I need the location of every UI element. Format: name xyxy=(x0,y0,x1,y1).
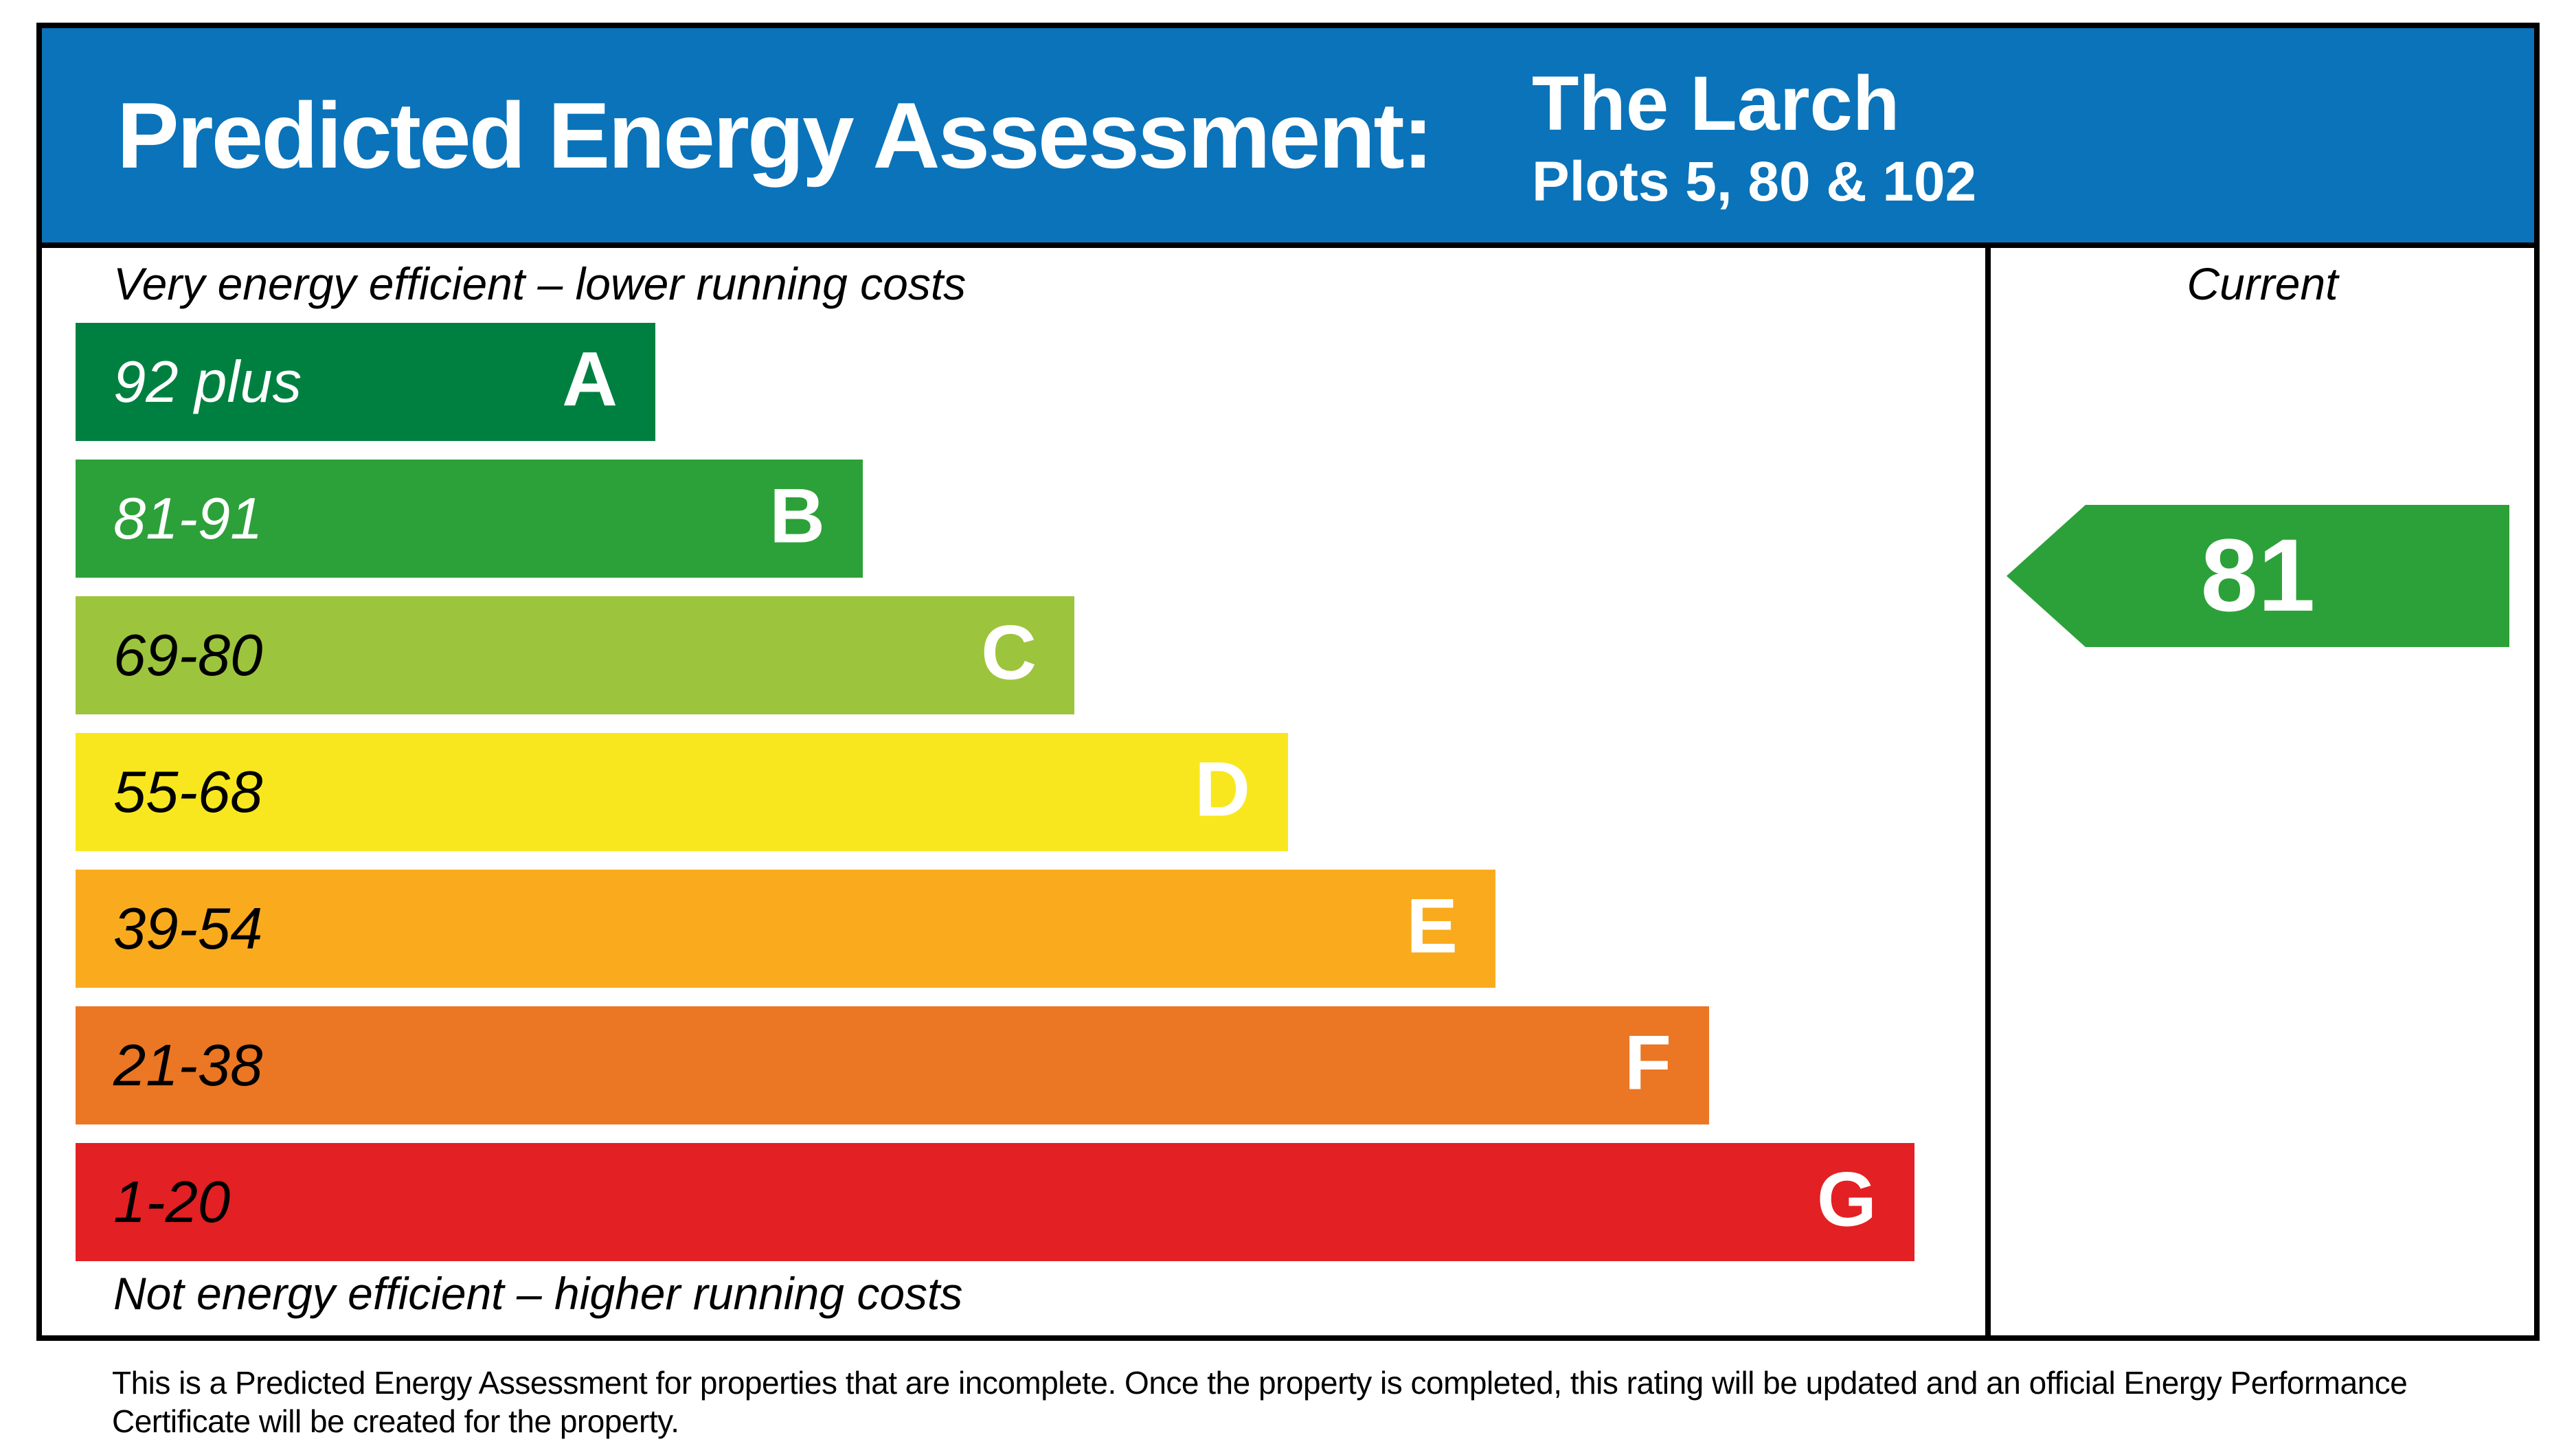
band-range-label: 21-38 xyxy=(113,1032,263,1098)
property-block: The Larch Plots 5, 80 & 102 xyxy=(1532,63,1976,215)
band-bar: 39-54 E xyxy=(76,870,1495,988)
page-title: Predicted Energy Assessment: xyxy=(117,83,1434,188)
band-range-label: 81-91 xyxy=(113,486,263,552)
band-letter: B xyxy=(769,473,825,559)
band-range-label: 69-80 xyxy=(113,622,263,688)
band-bar: 1-20 G xyxy=(76,1143,1914,1261)
disclaimer-text: This is a Predicted Energy Assessment fo… xyxy=(112,1365,2408,1439)
efficiency-caption-top: Very energy efficient – lower running co… xyxy=(113,258,967,309)
current-rating-value: 81 xyxy=(2200,517,2316,633)
header-banner: Predicted Energy Assessment: The Larch P… xyxy=(42,28,2534,248)
band-letter: D xyxy=(1195,746,1250,833)
current-column-label: Current xyxy=(2187,258,2338,309)
band-bar: 55-68 D xyxy=(76,733,1288,851)
band-row: 81-91 B xyxy=(76,460,863,578)
band-bar: 92 plus A xyxy=(76,323,655,441)
property-plots: Plots 5, 80 & 102 xyxy=(1532,150,1977,213)
band-row: 39-54 E xyxy=(76,870,1495,988)
band-letter: C xyxy=(981,609,1037,696)
current-rating-arrow: 81 xyxy=(2007,505,2509,647)
band-bar: 81-91 B xyxy=(76,460,863,578)
band-letter: G xyxy=(1816,1156,1877,1243)
column-divider xyxy=(1985,248,1991,1335)
band-letter: E xyxy=(1406,883,1458,969)
band-letter: A xyxy=(562,336,618,422)
band-range-label: 92 plus xyxy=(113,349,302,415)
property-name: The Larch xyxy=(1532,60,1900,146)
band-row: 1-20 G xyxy=(76,1143,1914,1261)
band-row: 55-68 D xyxy=(76,733,1288,851)
band-row: 69-80 C xyxy=(76,596,1074,714)
band-row: 21-38 F xyxy=(76,1006,1709,1124)
band-letter: F xyxy=(1624,1019,1671,1106)
band-row: 92 plus A xyxy=(76,323,655,441)
band-range-label: 55-68 xyxy=(113,759,263,825)
efficiency-caption-bottom: Not energy efficient – higher running co… xyxy=(113,1268,963,1319)
band-bar: 21-38 F xyxy=(76,1006,1709,1124)
band-range-label: 39-54 xyxy=(113,896,263,962)
band-range-label: 1-20 xyxy=(113,1169,231,1235)
band-bar: 69-80 C xyxy=(76,596,1074,714)
